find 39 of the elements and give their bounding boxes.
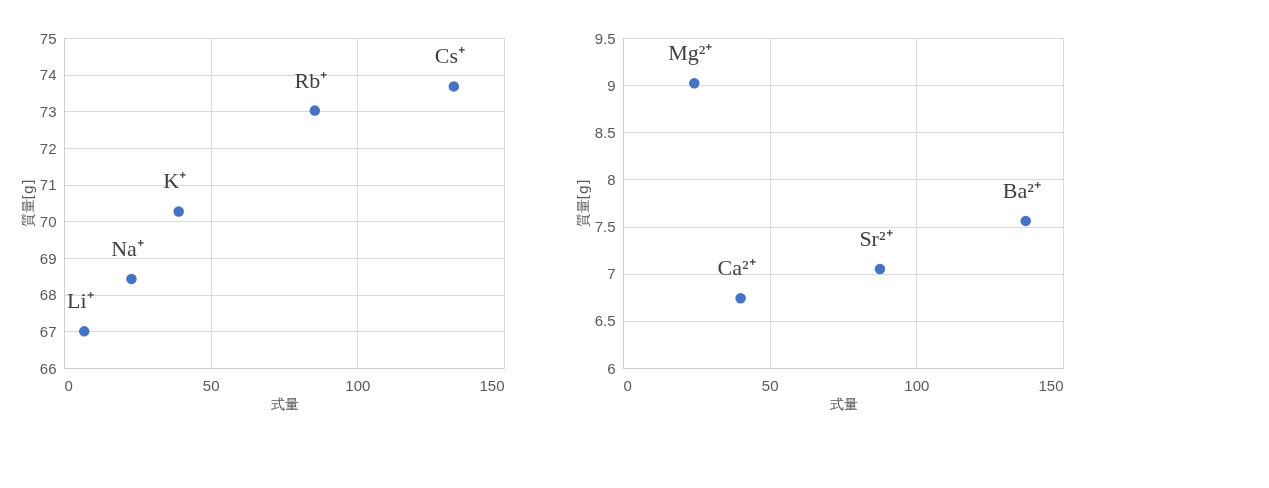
annotation: Ca²⁺ [717,255,756,281]
x-axis-title: 式量 [829,395,858,412]
y-tick-label: 6.5 [594,312,616,330]
x-tick-label: 0 [64,376,73,394]
y-tick-label: 73 [39,102,57,120]
y-tick-label: 71 [39,176,57,194]
y-tick-label: 68 [39,286,57,304]
x-axis-title: 式量 [270,395,299,412]
y-tick-label: 8.5 [594,123,616,141]
annotation: Na⁺ [111,235,144,261]
y-tick-label: 69 [39,249,57,267]
y-tick-label: 9 [607,76,616,94]
y-tick-label: 70 [39,212,57,230]
y-tick-label: 9.5 [594,29,616,47]
x-tick-label: 150 [1038,376,1064,394]
annotation: Li⁺ [66,288,94,314]
x-tick-label: 100 [904,376,930,394]
annotation: K⁺ [163,168,187,194]
y-axis-title: 質量[g] [574,179,591,228]
x-tick-label: 150 [479,376,505,394]
y-tick-label: 67 [39,322,57,340]
y-tick-label: 8 [607,170,616,188]
annotation: Mg²⁺ [668,40,713,66]
y-tick-label: 74 [39,66,57,84]
y-tick-label: 72 [39,139,57,157]
annotation: Sr²⁺ [859,226,893,251]
annotation: Rb⁺ [294,67,328,93]
annotation: Cs⁺ [434,43,465,69]
y-tick-label: 7.5 [594,218,616,236]
y-axis-title: 質量[g] [19,179,36,228]
x-tick-label: 100 [345,376,371,394]
x-tick-label: 50 [761,376,779,394]
y-tick-label: 7 [607,265,616,283]
x-tick-label: 0 [623,376,632,394]
y-tick-label: 66 [39,359,57,377]
annotation: Ba²⁺ [1002,177,1041,203]
x-tick-label: 50 [202,376,220,394]
y-tick-label: 75 [39,29,57,47]
y-tick-label: 6 [607,359,616,377]
